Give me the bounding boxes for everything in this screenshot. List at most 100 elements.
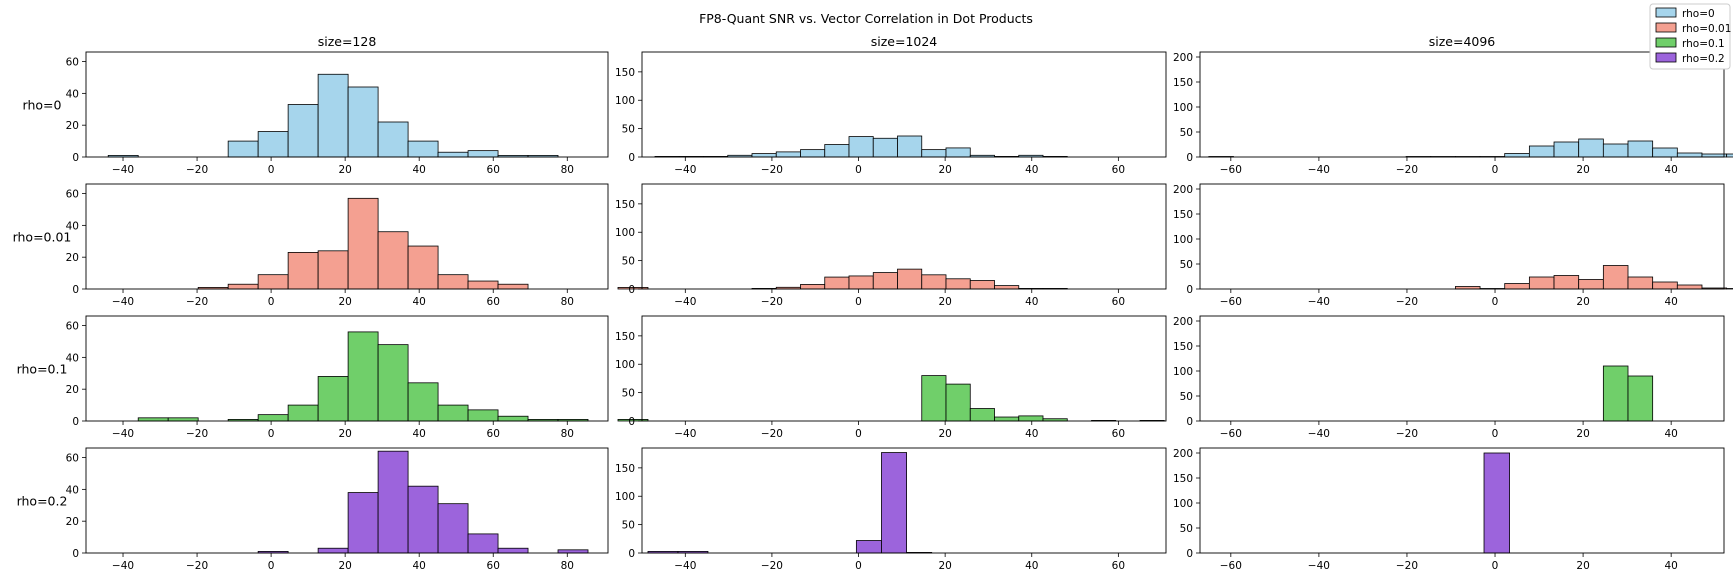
y-tick-label: 50 [622, 520, 635, 532]
histogram-bars [1208, 138, 1733, 158]
x-tick-label: −40 [1308, 164, 1330, 176]
subplot-axes: −40 −20 0 20 40 60 0 50 100 150 [615, 315, 1167, 440]
y-tick-label: 200 [1173, 316, 1193, 328]
legend-swatch [1655, 37, 1677, 48]
histogram-bar [1578, 138, 1604, 158]
y-tick-label: 50 [622, 256, 635, 268]
histogram-bar [407, 485, 439, 554]
x-tick-label: 60 [487, 560, 500, 572]
x-tick-label: −40 [1308, 428, 1330, 440]
histogram-bar [467, 409, 499, 422]
x-tick-label: 0 [268, 164, 275, 176]
x-tick-label: 40 [1025, 296, 1038, 308]
x-tick-label: 0 [855, 164, 862, 176]
x-tick-label: −20 [1396, 560, 1418, 572]
subplot-axes: −40 −20 0 20 40 60 0 50 100 150 [615, 447, 1167, 572]
histogram-bar [1627, 140, 1654, 158]
histogram-bar [969, 280, 995, 290]
y-tick-label: 100 [1173, 366, 1193, 378]
histogram-bar [897, 268, 923, 290]
histogram-bar [1602, 365, 1629, 422]
x-tick-label: 60 [1112, 560, 1125, 572]
legend-label: rho=0.01 [1682, 23, 1731, 35]
row-label: rho=0.2 [17, 494, 68, 509]
histogram-bar [969, 408, 995, 422]
x-tick-label: 0 [1492, 296, 1499, 308]
histogram-bar [257, 274, 289, 290]
x-tick-label: 20 [1576, 164, 1589, 176]
x-tick-label: 40 [1025, 560, 1038, 572]
x-tick-label: −20 [761, 164, 783, 176]
histogram-bar [227, 283, 259, 290]
histogram-bar [347, 197, 379, 290]
x-tick-label: 0 [268, 296, 275, 308]
histogram-bar [1018, 415, 1044, 422]
subplot-axes: −40 −20 0 20 40 60 0 50 100 150 [615, 183, 1167, 308]
subplot-axes: −40 −20 0 20 40 60 80 0 20 40 60 [66, 51, 609, 176]
histogram-bar [824, 144, 850, 158]
y-tick-label: 50 [1180, 259, 1193, 271]
x-tick-label: 0 [1492, 428, 1499, 440]
histogram-bar [921, 375, 947, 422]
histogram-bars [197, 197, 649, 290]
column-title: size=128 [318, 34, 377, 49]
y-tick-label: 100 [615, 359, 635, 371]
axes-frame [1199, 315, 1725, 422]
histogram-bar [407, 382, 439, 422]
x-tick-label: −20 [186, 428, 208, 440]
histogram-bar [855, 540, 882, 554]
histogram-bar [1504, 283, 1530, 290]
histogram-bar [751, 153, 777, 158]
x-tick-label: −40 [674, 428, 696, 440]
histogram-bar [497, 415, 529, 422]
histogram-bar [617, 287, 649, 290]
y-tick-label: 60 [66, 453, 79, 465]
x-tick-label: 60 [1112, 164, 1125, 176]
x-tick-label: −40 [674, 296, 696, 308]
x-tick-label: 60 [1112, 428, 1125, 440]
x-tick-label: −20 [186, 560, 208, 572]
subplot-axes: −60 −40 −20 0 20 40 0 50 100 150 200 [1173, 447, 1725, 572]
x-tick-label: −40 [112, 560, 134, 572]
x-tick-label: 40 [1664, 428, 1677, 440]
x-tick-label: 20 [338, 164, 351, 176]
histogram-bar [317, 73, 349, 158]
subplot-axes: −40 −20 0 20 40 60 80 0 20 40 60 [66, 183, 649, 308]
histogram-bar [347, 86, 379, 158]
histogram-bar [437, 151, 469, 158]
histogram-bar [437, 404, 469, 422]
column-title: size=4096 [1429, 34, 1496, 49]
histogram-bars [751, 268, 1068, 290]
x-tick-label: 0 [1492, 560, 1499, 572]
histogram-bar [1528, 145, 1555, 158]
x-tick-label: −20 [1396, 428, 1418, 440]
histogram-bar [994, 285, 1020, 290]
histogram-bar [287, 404, 319, 422]
axes-frame [641, 447, 1167, 554]
legend-label: rho=0.1 [1682, 38, 1725, 50]
x-tick-label: −60 [1220, 428, 1242, 440]
histogram-bar [137, 417, 169, 422]
histogram-bars [921, 375, 1165, 422]
x-tick-label: −20 [761, 428, 783, 440]
x-tick-label: −60 [1220, 560, 1242, 572]
x-tick-label: 20 [1576, 296, 1589, 308]
histogram-bar [497, 283, 529, 290]
histogram-bar [437, 274, 469, 290]
y-tick-label: 20 [66, 252, 79, 264]
histogram-bar [848, 136, 874, 158]
subplot-axes: −40 −20 0 20 40 60 80 0 20 40 60 [66, 447, 709, 572]
y-tick-label: 150 [1173, 341, 1193, 353]
histogram-bar [1483, 452, 1510, 554]
x-tick-label: 20 [938, 560, 951, 572]
y-tick-label: 200 [1173, 52, 1193, 64]
histogram-bars [1454, 265, 1733, 290]
histogram-bar [497, 547, 529, 554]
histogram-bars [107, 73, 559, 158]
histogram-bar [287, 104, 319, 158]
y-tick-label: 100 [1173, 498, 1193, 510]
histogram-bars [855, 452, 933, 554]
subplot-axes: −60 −40 −20 0 20 40 0 50 100 150 200 [1173, 183, 1733, 308]
y-tick-label: 0 [628, 284, 635, 296]
x-tick-label: 40 [1664, 560, 1677, 572]
